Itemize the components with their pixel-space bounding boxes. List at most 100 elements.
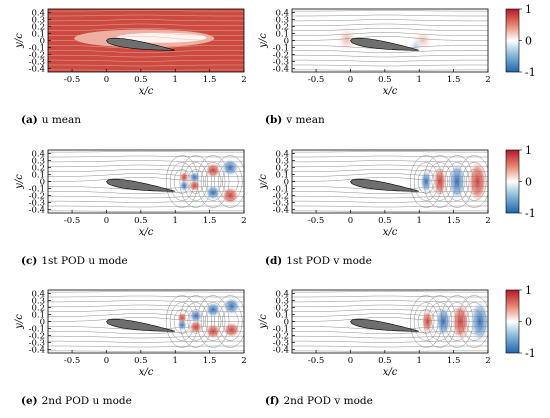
panel-caption: (e) 2nd POD u mode (21, 395, 132, 407)
airfoil (106, 37, 176, 51)
x-tick-label: 0 (104, 216, 109, 226)
colorbar-tick-label: 1 (525, 284, 532, 297)
streamline (292, 200, 488, 203)
y-tick-label: -0.2 (29, 332, 45, 342)
panel-c: -0.5 0 0.5 1 1.5 20.40.30.20.10-0.1-0.2-0.3-0… (14, 150, 247, 268)
y-tick-label: 0 (40, 318, 45, 328)
x-axis-label: x/c (139, 86, 154, 97)
streamline (48, 151, 244, 153)
y-tick-label: 0.3 (31, 157, 45, 167)
field-d (292, 150, 488, 213)
colorbar-tick-label: 0 (525, 176, 532, 189)
x-tick-label: 2 (241, 75, 246, 85)
ticks: -0.5 0 0.5 1 1.5 20.40.30.20.10-0.1-0.2-0.3-0… (29, 9, 247, 86)
positive-structure (451, 301, 470, 342)
streamline (48, 14, 244, 17)
streamline (48, 155, 244, 158)
panel-caption-text: 1st POD v mode (286, 255, 372, 267)
streamline (48, 23, 244, 27)
x-tick-label: 0.5 (134, 75, 148, 85)
streamline (48, 32, 244, 36)
x-tick-label: 1 (173, 75, 178, 85)
streamline (292, 59, 488, 62)
positive-structure (205, 162, 222, 179)
y-tick-label: 0.1 (31, 171, 45, 181)
streamline (48, 291, 244, 293)
y-tick-label: -0.1 (273, 325, 289, 335)
streamline (48, 295, 244, 298)
streamline (48, 59, 244, 62)
panel-caption-text: 2nd POD v mode (283, 395, 372, 407)
y-tick-label: -0.1 (273, 44, 289, 54)
y-tick-label: 0.4 (275, 290, 289, 300)
x-tick-label: 1.5 (203, 75, 217, 85)
y-tick-label: -0.3 (29, 58, 45, 68)
streamline (292, 300, 488, 303)
y-axis-label: y/c (14, 314, 25, 330)
x-tick-label: 0 (104, 75, 109, 85)
field-b (292, 9, 488, 72)
panel-d: -0.5 0 0.5 1 1.5 20.40.30.20.10-0.1-0.2-0.3-0… (258, 150, 491, 268)
x-axis-label: x/c (383, 86, 398, 97)
y-tick-label: 0.2 (275, 23, 289, 33)
panel-letter: (c) (21, 255, 37, 267)
y-tick-label: -0.3 (273, 199, 289, 209)
streamline (292, 340, 488, 343)
wake-core (116, 32, 207, 43)
y-tick-label: 0.2 (31, 164, 45, 174)
streamline (292, 28, 488, 31)
y-tick-label: -0.2 (29, 51, 45, 61)
streamline (48, 69, 244, 71)
x-tick-label: -0.5 (308, 356, 324, 366)
x-tick-label: 2 (241, 216, 246, 226)
x-tick-label: -0.5 (308, 75, 324, 85)
negative-structure (205, 301, 222, 318)
positive-structure (188, 320, 203, 335)
vortex-streamline (187, 169, 205, 194)
streamline (292, 23, 488, 27)
y-tick-label: -0.2 (29, 192, 45, 202)
y-tick-label: 0.3 (275, 297, 289, 307)
y-axis-label: y/c (258, 174, 269, 190)
panel-b: -0.5 0 0.5 1 1.5 20.40.30.20.10-0.1-0.2-0.3-0… (258, 9, 491, 127)
vortex-streamline (417, 309, 435, 334)
colorbar-gradient (505, 149, 520, 214)
colorbar: 1 0 -1 (505, 144, 536, 220)
y-tick-label: 0.2 (275, 164, 289, 174)
positive-structure (179, 171, 190, 184)
x-tick-label: 1 (417, 356, 422, 366)
x-tick-label: 0.5 (378, 356, 392, 366)
panel-letter: (e) (21, 395, 38, 407)
streamline (48, 317, 244, 322)
x-axis-label: x/c (383, 227, 398, 238)
y-tick-label: 0 (40, 178, 45, 188)
x-tick-label: -0.5 (64, 216, 80, 226)
y-tick-label: 0.4 (275, 9, 289, 19)
y-tick-label: 0.2 (31, 23, 45, 33)
y-tick-label: 0.3 (275, 16, 289, 26)
y-tick-label: -0.1 (29, 44, 45, 54)
y-tick-label: -0.4 (273, 346, 289, 356)
y-tick-label: 0.4 (275, 150, 289, 160)
panel-letter: (f) (265, 395, 279, 407)
panel-caption-text: 2nd POD u mode (42, 395, 132, 407)
y-tick-label: 0.4 (31, 290, 45, 300)
y-tick-label: 0.3 (275, 157, 289, 167)
negative-structure (188, 308, 203, 323)
positive-structure (421, 309, 434, 334)
y-tick-label: -0.2 (273, 51, 289, 61)
x-axis-label: x/c (383, 367, 398, 378)
streamline (292, 69, 488, 71)
airfoil (106, 318, 176, 332)
x-tick-label: -0.5 (64, 356, 80, 366)
x-tick-label: 1 (417, 75, 422, 85)
panel-caption-text: v mean (285, 114, 325, 126)
streamline (292, 291, 488, 293)
positive-structure (467, 159, 488, 204)
x-tick-label: 0 (348, 75, 353, 85)
streamline (292, 295, 488, 298)
y-tick-label: 0.1 (31, 30, 45, 40)
streamline (292, 210, 488, 212)
x-tick-label: 2 (485, 216, 490, 226)
y-axis-label: y/c (258, 33, 269, 49)
